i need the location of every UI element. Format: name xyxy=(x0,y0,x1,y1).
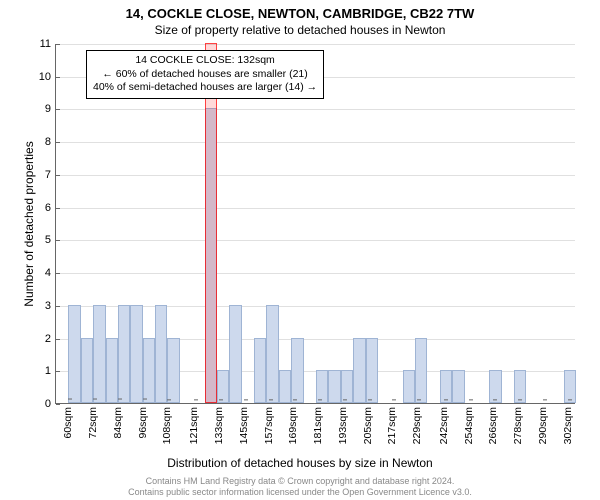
x-tick: 108sqm xyxy=(161,403,173,444)
x-tick: 60sqm xyxy=(62,403,74,439)
plot-area: 14 COCKLE CLOSE: 132sqm ← 60% of detache… xyxy=(55,44,575,404)
histogram-bar xyxy=(415,338,427,403)
x-tick: 278sqm xyxy=(512,403,524,444)
histogram-bar xyxy=(229,305,241,403)
histogram-bar xyxy=(403,370,415,403)
x-tick: 84sqm xyxy=(112,403,124,439)
x-tick: 242sqm xyxy=(438,403,450,444)
y-tick: 3 xyxy=(45,300,56,312)
histogram-bar xyxy=(118,305,130,403)
y-tick: 6 xyxy=(45,202,56,214)
gridline xyxy=(56,208,575,209)
y-tick: 2 xyxy=(45,333,56,345)
x-tick: 121sqm xyxy=(188,403,200,444)
y-tick: 8 xyxy=(45,136,56,148)
y-tick: 7 xyxy=(45,169,56,181)
y-tick: 5 xyxy=(45,234,56,246)
x-tick: 181sqm xyxy=(312,403,324,444)
gridline xyxy=(56,109,575,110)
gridline xyxy=(56,142,575,143)
gridline xyxy=(56,44,575,45)
chart-title: 14, COCKLE CLOSE, NEWTON, CAMBRIDGE, CB2… xyxy=(0,0,600,21)
x-tick: 217sqm xyxy=(386,403,398,444)
footer-attribution: Contains HM Land Registry data © Crown c… xyxy=(0,476,600,498)
histogram-bar xyxy=(143,338,155,403)
histogram-bar xyxy=(366,338,378,403)
histogram-bar xyxy=(328,370,340,403)
x-tick: 205sqm xyxy=(362,403,374,444)
histogram-bar xyxy=(254,338,266,403)
histogram-bar xyxy=(130,305,142,403)
x-tick: 254sqm xyxy=(463,403,475,444)
gridline xyxy=(56,240,575,241)
gridline xyxy=(56,273,575,274)
histogram-bar xyxy=(291,338,303,403)
footer-line2: Contains public sector information licen… xyxy=(0,487,600,498)
y-axis-label: Number of detached properties xyxy=(22,44,36,404)
x-tick: 229sqm xyxy=(411,403,423,444)
annotation-line1: 14 COCKLE CLOSE: 132sqm xyxy=(93,54,317,68)
y-tick: 10 xyxy=(39,71,56,83)
x-tick: 266sqm xyxy=(487,403,499,444)
chart-subtitle: Size of property relative to detached ho… xyxy=(0,21,600,37)
y-tick: 4 xyxy=(45,267,56,279)
histogram-chart: 14, COCKLE CLOSE, NEWTON, CAMBRIDGE, CB2… xyxy=(0,0,600,500)
footer-line1: Contains HM Land Registry data © Crown c… xyxy=(0,476,600,487)
x-tick: 290sqm xyxy=(537,403,549,444)
histogram-bar xyxy=(81,338,93,403)
gridline xyxy=(56,175,575,176)
y-tick: 1 xyxy=(45,365,56,377)
histogram-bar xyxy=(279,370,291,403)
histogram-bar xyxy=(68,305,80,403)
x-tick: 133sqm xyxy=(213,403,225,444)
histogram-bar xyxy=(266,305,278,403)
x-tick: 72sqm xyxy=(87,403,99,439)
y-tick: 0 xyxy=(45,398,56,410)
x-tick: 169sqm xyxy=(287,403,299,444)
histogram-bar xyxy=(167,338,179,403)
x-tick: 96sqm xyxy=(137,403,149,439)
x-tick: 193sqm xyxy=(337,403,349,444)
x-tick: 302sqm xyxy=(562,403,574,444)
x-axis-label: Distribution of detached houses by size … xyxy=(0,456,600,470)
histogram-bar xyxy=(106,338,118,403)
x-tick: 157sqm xyxy=(263,403,275,444)
histogram-bar xyxy=(452,370,464,403)
annotation-box: 14 COCKLE CLOSE: 132sqm ← 60% of detache… xyxy=(86,50,324,99)
annotation-line2: ← 60% of detached houses are smaller (21… xyxy=(93,68,317,82)
x-tick: 145sqm xyxy=(238,403,250,444)
y-tick: 11 xyxy=(40,38,56,50)
y-tick: 9 xyxy=(45,103,56,115)
histogram-bar xyxy=(93,305,105,403)
annotation-line3: 40% of semi-detached houses are larger (… xyxy=(93,81,317,95)
histogram-bar xyxy=(155,305,167,403)
histogram-bar xyxy=(353,338,365,403)
